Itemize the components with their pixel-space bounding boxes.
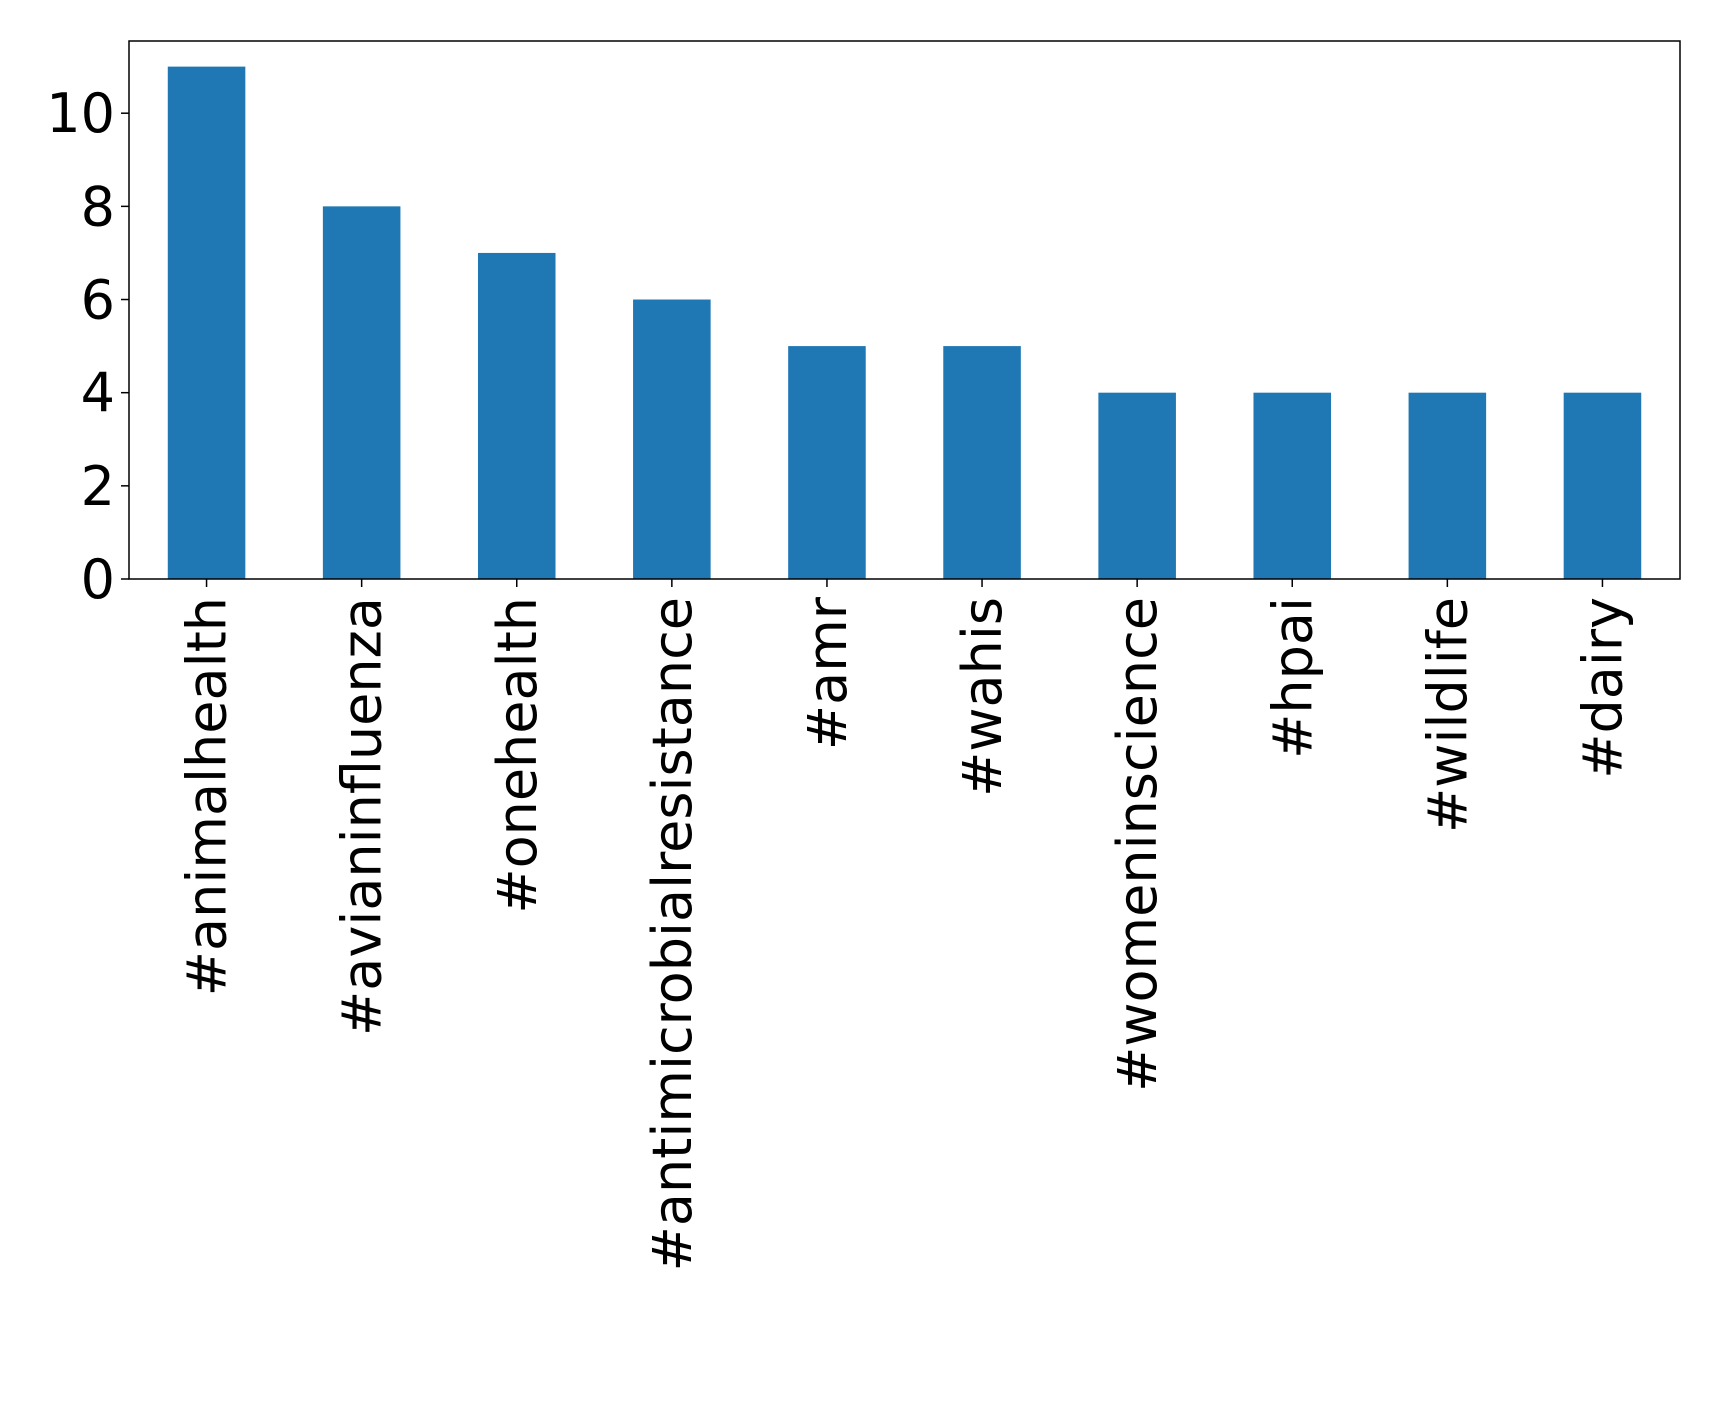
- x-tick-label: #womeninscience: [1106, 597, 1169, 1092]
- x-tick-label: #animalhealth: [176, 597, 239, 996]
- plot-frame: [128, 40, 1681, 580]
- bar: [633, 299, 711, 579]
- bar: [322, 206, 401, 579]
- bar: [1408, 392, 1487, 579]
- bar: [477, 252, 556, 579]
- x-tick-label: #onehealth: [486, 597, 549, 914]
- x-tick-label: #wahis: [951, 597, 1014, 797]
- y-tick-label: 4: [81, 362, 115, 425]
- x-tick-label: #wildlife: [1416, 597, 1479, 833]
- y-tick-label: 0: [81, 548, 115, 611]
- bar: [1253, 392, 1332, 579]
- y-tick-label: 6: [81, 269, 115, 332]
- bar: [788, 346, 866, 579]
- bar: [943, 346, 1021, 579]
- bar: [1563, 392, 1642, 579]
- y-tick-label: 10: [46, 82, 115, 145]
- y-tick-label: 8: [81, 175, 115, 238]
- x-tick-label: #dairy: [1571, 597, 1634, 779]
- x-tick-label: #avianinfluenza: [331, 597, 394, 1036]
- y-tick-label: 2: [81, 455, 115, 518]
- bar: [1098, 392, 1176, 579]
- x-tick-label: #hpai: [1261, 597, 1324, 759]
- x-tick-label: #amr: [796, 596, 859, 750]
- bar: [167, 66, 246, 580]
- x-tick-label: #antimicrobialresistance: [641, 597, 704, 1271]
